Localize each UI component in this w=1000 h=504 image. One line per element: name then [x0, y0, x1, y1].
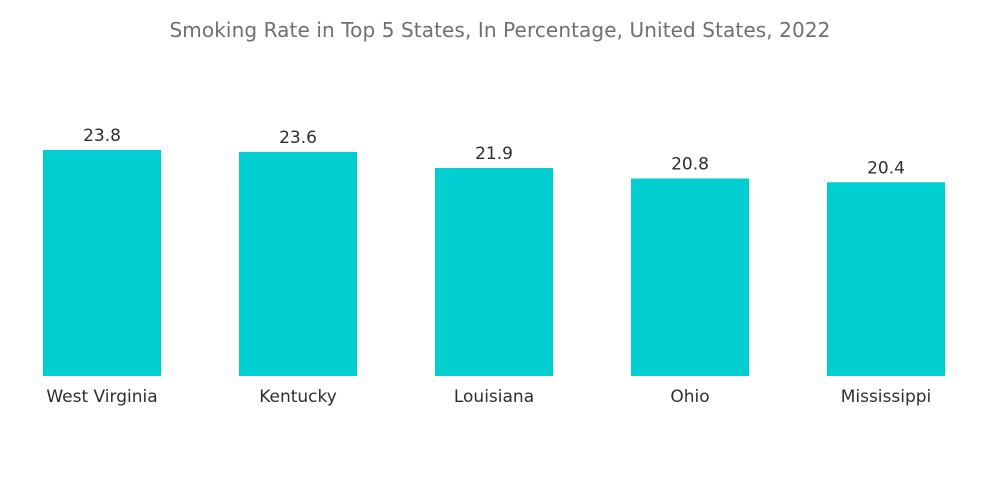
category-label: Ohio: [670, 387, 709, 407]
category-label: West Virginia: [46, 387, 157, 407]
bar-mississippi: [827, 182, 945, 376]
category-label: Louisiana: [454, 387, 534, 407]
value-label: 23.8: [83, 126, 121, 146]
bar-louisiana: [435, 168, 553, 376]
value-labels-group: 23.8 23.6 21.9 20.8 20.4: [83, 126, 905, 178]
bar-ohio: [631, 178, 749, 376]
category-label: Mississippi: [841, 387, 932, 407]
value-label: 21.9: [475, 144, 513, 164]
category-labels-group: West Virginia Kentucky Louisiana Ohio Missis…: [46, 387, 931, 407]
category-label: Kentucky: [259, 387, 337, 407]
value-label: 20.8: [671, 154, 709, 174]
bar-kentucky: [239, 151, 357, 376]
value-label: 20.4: [867, 158, 905, 178]
bars-group: [43, 150, 945, 376]
bar-west-virginia: [43, 150, 161, 376]
value-label: 23.6: [279, 128, 317, 148]
chart-title: Smoking Rate in Top 5 States, In Percent…: [169, 18, 831, 42]
